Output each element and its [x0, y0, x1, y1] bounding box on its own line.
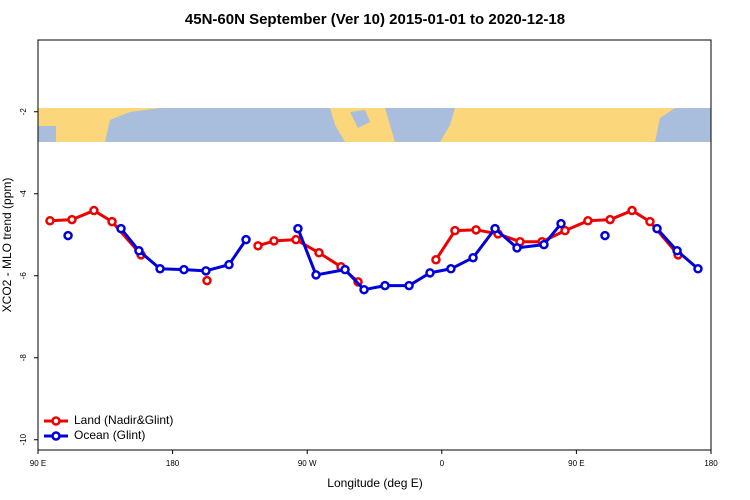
data-point	[672, 245, 682, 256]
data-point	[89, 205, 99, 216]
map-ocean	[105, 108, 345, 142]
map-ocean	[655, 108, 711, 142]
data-point	[512, 243, 522, 253]
legend-marker	[51, 416, 61, 426]
x-axis-label: Longitude (deg E)	[327, 476, 422, 490]
data-point	[269, 236, 279, 246]
data-point	[63, 230, 73, 241]
plot-frame	[37, 39, 712, 451]
y-tick-label: -6	[19, 272, 28, 280]
map-ocean	[350, 110, 370, 128]
data-point	[404, 280, 414, 291]
y-tick-label: -10	[19, 433, 28, 445]
data-point	[45, 216, 55, 226]
x-tick-label: 180	[704, 459, 718, 468]
data-point	[340, 264, 350, 275]
data-point	[67, 214, 77, 225]
data-point	[446, 264, 456, 274]
data-point	[201, 266, 211, 276]
data-point	[693, 264, 703, 274]
data-point	[471, 225, 481, 235]
data-point	[116, 223, 126, 234]
data-point	[155, 264, 165, 274]
data-point	[539, 239, 549, 250]
data-point	[202, 275, 212, 286]
data-point	[291, 234, 301, 245]
x-tick-label: 180	[166, 459, 180, 468]
legend-label: Land (Nadir&Glint)	[74, 413, 173, 427]
map-ocean	[38, 126, 56, 142]
legend-label: Ocean (Glint)	[74, 428, 145, 442]
data-point	[560, 225, 570, 236]
data-point	[314, 248, 324, 258]
data-point	[605, 214, 615, 225]
map-band	[38, 108, 711, 142]
data-point	[253, 241, 263, 251]
chart-title: 45N-60N September (Ver 10) 2015-01-01 to…	[185, 11, 565, 28]
legend-marker	[51, 431, 61, 441]
data-point	[425, 268, 435, 278]
data-point	[134, 245, 144, 256]
x-tick-label: 90 E	[30, 459, 46, 468]
y-axis-label: XCO2 - MLO trend (ppm)	[0, 178, 14, 313]
data-point	[652, 223, 662, 234]
data-point	[311, 270, 321, 280]
data-point	[431, 255, 441, 265]
y-tick-label: -8	[19, 354, 28, 362]
data-point	[556, 218, 566, 229]
map-ocean	[385, 108, 455, 142]
data-point	[645, 216, 655, 227]
data-point	[380, 280, 390, 291]
y-tick-label: -2	[19, 108, 28, 116]
data-point	[241, 234, 251, 245]
data-point	[359, 284, 369, 295]
y-tick-label: -4	[19, 190, 28, 198]
data-point	[293, 223, 303, 234]
data-point	[179, 264, 189, 275]
data-point	[627, 205, 637, 216]
data-point	[490, 223, 500, 234]
data-point	[600, 230, 610, 241]
data-point	[583, 216, 593, 226]
data-point	[450, 225, 460, 236]
data-point	[468, 252, 478, 263]
data-point	[107, 216, 117, 227]
data-point	[224, 259, 234, 270]
x-tick-label: 0	[440, 459, 445, 468]
x-tick-label: 90 W	[298, 459, 317, 468]
x-tick-label: 90 E	[568, 459, 584, 468]
